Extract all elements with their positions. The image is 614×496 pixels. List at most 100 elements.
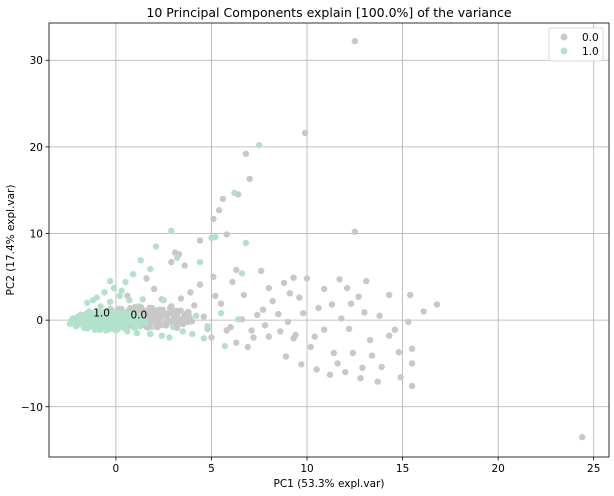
scatter-point (290, 274, 297, 281)
chart-title: 10 Principal Components explain [100.0%]… (146, 5, 512, 20)
scatter-point (183, 311, 190, 318)
x-tick-label: 0 (113, 463, 120, 475)
scatter-point (303, 275, 311, 282)
scatter-point (137, 306, 144, 313)
scatter-point (142, 318, 149, 325)
scatter-point (433, 301, 441, 308)
scatter-point (408, 345, 416, 352)
scatter-point (83, 315, 90, 322)
legend: 0.0 1.0 (548, 27, 604, 62)
scatter-point (196, 237, 204, 244)
scatter-point (359, 364, 366, 371)
scatter-point (165, 309, 172, 317)
scatter-point (233, 339, 240, 346)
scatter-point (275, 310, 282, 318)
scatter-point (265, 284, 272, 292)
scatter-point (242, 150, 250, 157)
scatter-point (229, 278, 236, 286)
scatter-point (378, 363, 385, 371)
scatter-point (189, 330, 196, 338)
scatter-point (386, 291, 393, 299)
scatter-point (357, 375, 364, 382)
scatter-point (217, 310, 225, 317)
scatter-point (374, 378, 381, 385)
scatter-point (101, 289, 108, 296)
scatter-point (150, 285, 158, 293)
y-tick-label: 30 (30, 55, 43, 67)
scatter-point (159, 312, 166, 319)
scatter-point (200, 335, 207, 342)
scatter-point (347, 300, 355, 307)
scatter-point (107, 298, 114, 306)
scatter-point (326, 371, 334, 378)
scatter-point (131, 319, 138, 326)
scatter-point (336, 276, 343, 283)
scatter-point (133, 329, 141, 337)
axis-ticks: 0 5 10 15 20 25 −10 0 10 20 30 (21, 55, 601, 475)
scatter-point (94, 325, 101, 332)
scatter-point (407, 291, 414, 299)
scatter-point (191, 302, 198, 309)
scatter-point (330, 349, 337, 357)
x-tick-label: 20 (491, 463, 504, 475)
y-tick-label: 10 (30, 229, 43, 241)
scatter-point (334, 360, 341, 367)
scatter-point (408, 360, 416, 367)
scatter-point (177, 295, 185, 302)
scatter-point (376, 312, 383, 319)
scatter-point (242, 239, 250, 247)
grid (49, 23, 609, 457)
scatter-point (69, 319, 77, 326)
scatter-point (215, 206, 223, 214)
scatter-point (208, 334, 215, 341)
scatter-point (235, 316, 242, 323)
scatter-point (84, 299, 91, 306)
scatter-point (313, 366, 320, 373)
scatter-point (391, 326, 399, 333)
y-axis-label: PC2 (17.4% expl.var) (5, 185, 17, 296)
scatter-point (366, 336, 374, 344)
scatter-point (180, 316, 188, 323)
scatter-point (351, 38, 358, 45)
scatter-point (351, 228, 358, 235)
scatter-point (361, 309, 368, 316)
scatter-point (122, 278, 129, 286)
x-tick-label: 10 (300, 463, 313, 475)
scatter-point (143, 275, 150, 282)
scatter-point (233, 266, 240, 274)
scatter-point (166, 334, 173, 341)
scatter-point (315, 304, 322, 312)
scatter-point (217, 300, 225, 307)
scatter-point (158, 332, 165, 339)
scatter-point (77, 311, 85, 318)
x-tick-label: 15 (396, 463, 409, 475)
scatter-point (277, 328, 284, 335)
scatter-point (116, 292, 123, 300)
scatter-point (345, 325, 353, 332)
y-tick-label: 20 (30, 142, 43, 154)
scatter-point (89, 297, 97, 304)
annotations-layer: 1.0 0.0 (93, 308, 147, 322)
scatter-point (168, 258, 175, 266)
scatter-point (286, 290, 293, 297)
scatter-point (107, 277, 114, 285)
scatter-point (187, 289, 194, 296)
scatter-point (177, 307, 184, 314)
scatter-point (118, 287, 125, 294)
scatter-point (104, 308, 112, 316)
legend-label-series-1: 1.0 (582, 46, 599, 58)
scatter-point (193, 312, 200, 319)
scatter-point (269, 297, 276, 305)
scatter-point (231, 189, 238, 196)
scatter-point (113, 314, 120, 321)
scatter-point (386, 332, 393, 339)
scatter-point (126, 297, 133, 304)
scatter-point (147, 265, 154, 273)
scatter-point (420, 308, 427, 315)
scatter-point (159, 306, 166, 313)
scatter-point (248, 327, 255, 334)
scatter-point (219, 195, 227, 203)
scatter-point (110, 284, 118, 292)
x-axis-label: PC1 (53.3% expl.var) (274, 478, 385, 490)
